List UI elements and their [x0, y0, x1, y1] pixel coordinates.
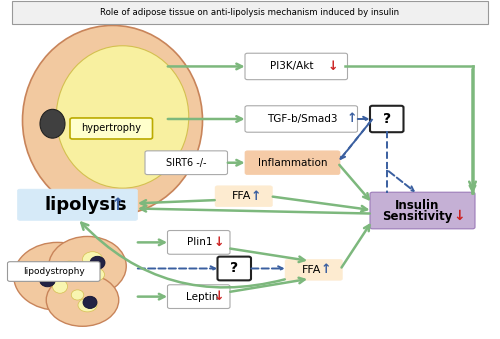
Text: FFA: FFA: [302, 265, 322, 275]
Ellipse shape: [46, 274, 119, 326]
FancyBboxPatch shape: [8, 262, 100, 281]
Text: ↑: ↑: [251, 190, 262, 203]
FancyBboxPatch shape: [70, 118, 152, 139]
Text: ?: ?: [230, 261, 238, 276]
FancyBboxPatch shape: [245, 53, 348, 80]
Ellipse shape: [32, 264, 52, 281]
Text: hypertrophy: hypertrophy: [81, 123, 142, 134]
Text: lipolysis: lipolysis: [44, 196, 126, 214]
Text: ↑: ↑: [111, 196, 125, 214]
FancyBboxPatch shape: [218, 257, 251, 280]
Text: ↑: ↑: [321, 263, 332, 276]
Ellipse shape: [61, 261, 79, 275]
Text: Plin1: Plin1: [186, 237, 212, 247]
FancyBboxPatch shape: [12, 1, 488, 24]
Text: Sensitivity: Sensitivity: [382, 210, 452, 223]
FancyBboxPatch shape: [285, 259, 343, 280]
Ellipse shape: [78, 298, 97, 312]
Ellipse shape: [40, 273, 56, 287]
Text: Role of adipose tissue on anti-lipolysis mechanism induced by insulin: Role of adipose tissue on anti-lipolysis…: [100, 8, 400, 17]
Text: SIRT6 -/-: SIRT6 -/-: [166, 158, 206, 168]
Ellipse shape: [40, 109, 65, 138]
Text: ↑: ↑: [346, 113, 357, 125]
Ellipse shape: [82, 252, 102, 267]
Ellipse shape: [49, 237, 126, 296]
Text: FFA: FFA: [232, 191, 252, 201]
Text: Leptin: Leptin: [186, 292, 218, 302]
FancyBboxPatch shape: [370, 192, 475, 229]
Text: ↓: ↓: [214, 290, 224, 303]
FancyBboxPatch shape: [245, 151, 340, 175]
Text: ↓: ↓: [328, 60, 338, 73]
FancyBboxPatch shape: [18, 189, 138, 220]
Text: ↓: ↓: [453, 209, 465, 223]
FancyBboxPatch shape: [168, 231, 230, 254]
Text: Inflammation: Inflammation: [258, 158, 327, 168]
FancyBboxPatch shape: [145, 151, 228, 175]
Ellipse shape: [52, 280, 68, 293]
Text: lipodystrophy: lipodystrophy: [23, 267, 84, 276]
Ellipse shape: [90, 268, 104, 281]
Ellipse shape: [14, 242, 101, 310]
Ellipse shape: [90, 256, 105, 269]
Text: PI3K/Akt: PI3K/Akt: [270, 61, 314, 72]
Text: Insulin: Insulin: [396, 199, 440, 212]
Ellipse shape: [83, 296, 97, 308]
Ellipse shape: [72, 290, 84, 300]
FancyBboxPatch shape: [370, 106, 404, 132]
Ellipse shape: [22, 25, 203, 215]
Text: ?: ?: [382, 112, 391, 126]
Text: ↓: ↓: [214, 236, 224, 249]
Text: TGF-b/Smad3: TGF-b/Smad3: [268, 114, 338, 124]
Ellipse shape: [56, 46, 189, 188]
FancyBboxPatch shape: [215, 186, 272, 207]
FancyBboxPatch shape: [245, 106, 358, 132]
FancyBboxPatch shape: [168, 285, 230, 308]
